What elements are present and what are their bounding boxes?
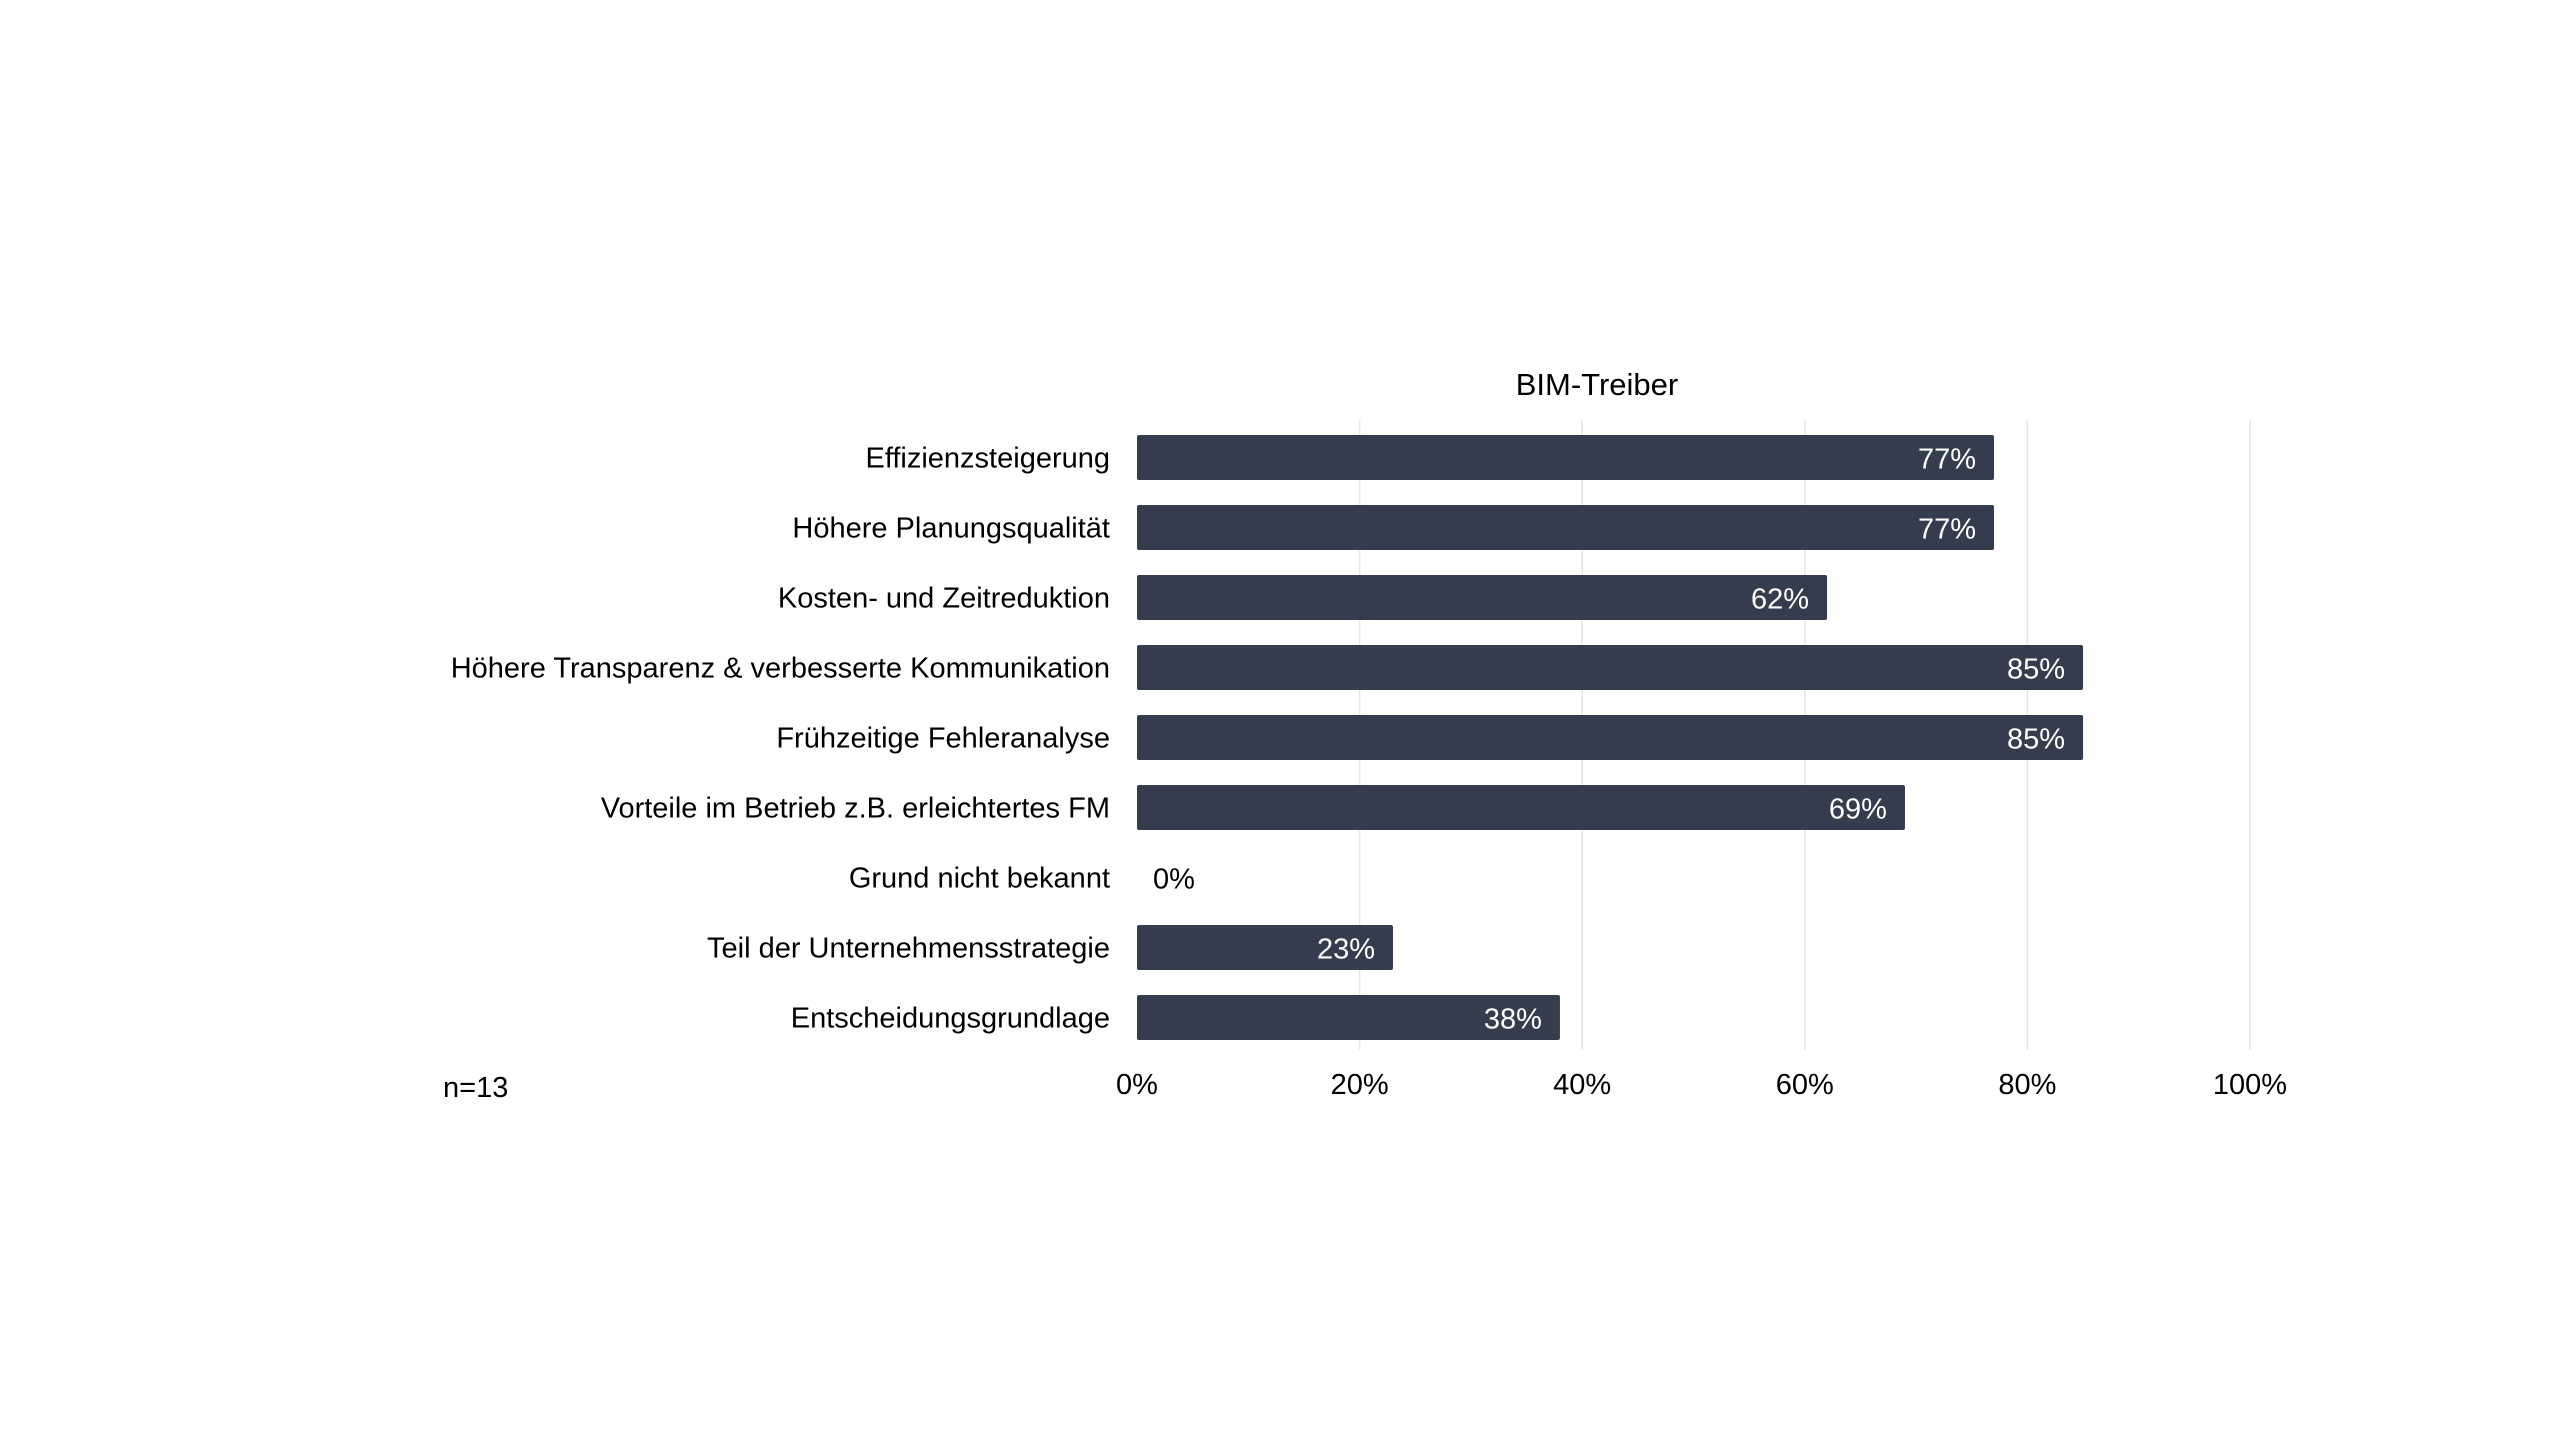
x-tick-label: 80% — [1998, 1069, 2056, 1101]
category-label: Teil der Unternehmensstrategie — [707, 933, 1110, 965]
value-label: 62% — [1751, 584, 1809, 616]
x-tick-label: 100% — [2213, 1069, 2287, 1101]
value-label: 85% — [2007, 654, 2065, 686]
bars — [1137, 435, 2084, 1040]
category-label: Entscheidungsgrundlage — [791, 1003, 1110, 1035]
category-label: Kosten- und Zeitreduktion — [778, 583, 1110, 615]
x-tick-label: 60% — [1776, 1069, 1834, 1101]
category-label: Grund nicht bekannt — [849, 863, 1110, 895]
x-axis-ticks: 0% 20% 40% 60% 80% 100% — [1116, 1069, 2287, 1101]
x-tick-label: 40% — [1553, 1069, 1611, 1101]
category-label: Höhere Transparenz & verbesserte Kommuni… — [451, 653, 1110, 685]
category-label: Frühzeitige Fehleranalyse — [776, 723, 1110, 755]
value-label: 69% — [1829, 794, 1887, 826]
value-label: 85% — [2007, 724, 2065, 756]
bar — [1137, 435, 1995, 480]
bar — [1137, 715, 2084, 760]
x-tick-label: 0% — [1116, 1069, 1158, 1101]
value-label: 77% — [1918, 514, 1976, 546]
bar — [1137, 995, 1560, 1040]
value-label: 38% — [1484, 1004, 1542, 1036]
value-label: 77% — [1918, 444, 1976, 476]
bar — [1137, 925, 1393, 970]
category-label: Höhere Planungsqualität — [792, 513, 1110, 545]
bar — [1137, 505, 1995, 550]
value-label: 0% — [1153, 864, 1195, 896]
category-label: Effizienzsteigerung — [865, 443, 1110, 475]
chart-title: BIM-Treiber — [1516, 367, 1678, 402]
sample-size-note: n=13 — [443, 1072, 508, 1104]
value-labels: 77% 77% 62% 85% 85% 69% 0% 23% 38% — [1153, 444, 2065, 1036]
bar — [1137, 575, 1828, 620]
bar — [1137, 645, 2084, 690]
bar — [1137, 785, 1905, 830]
x-tick-label: 20% — [1331, 1069, 1389, 1101]
value-label: 23% — [1317, 934, 1375, 966]
category-label: Vorteile im Betrieb z.B. erleichtertes F… — [601, 793, 1110, 825]
category-labels: Effizienzsteigerung Höhere Planungsqualit… — [451, 443, 1110, 1035]
